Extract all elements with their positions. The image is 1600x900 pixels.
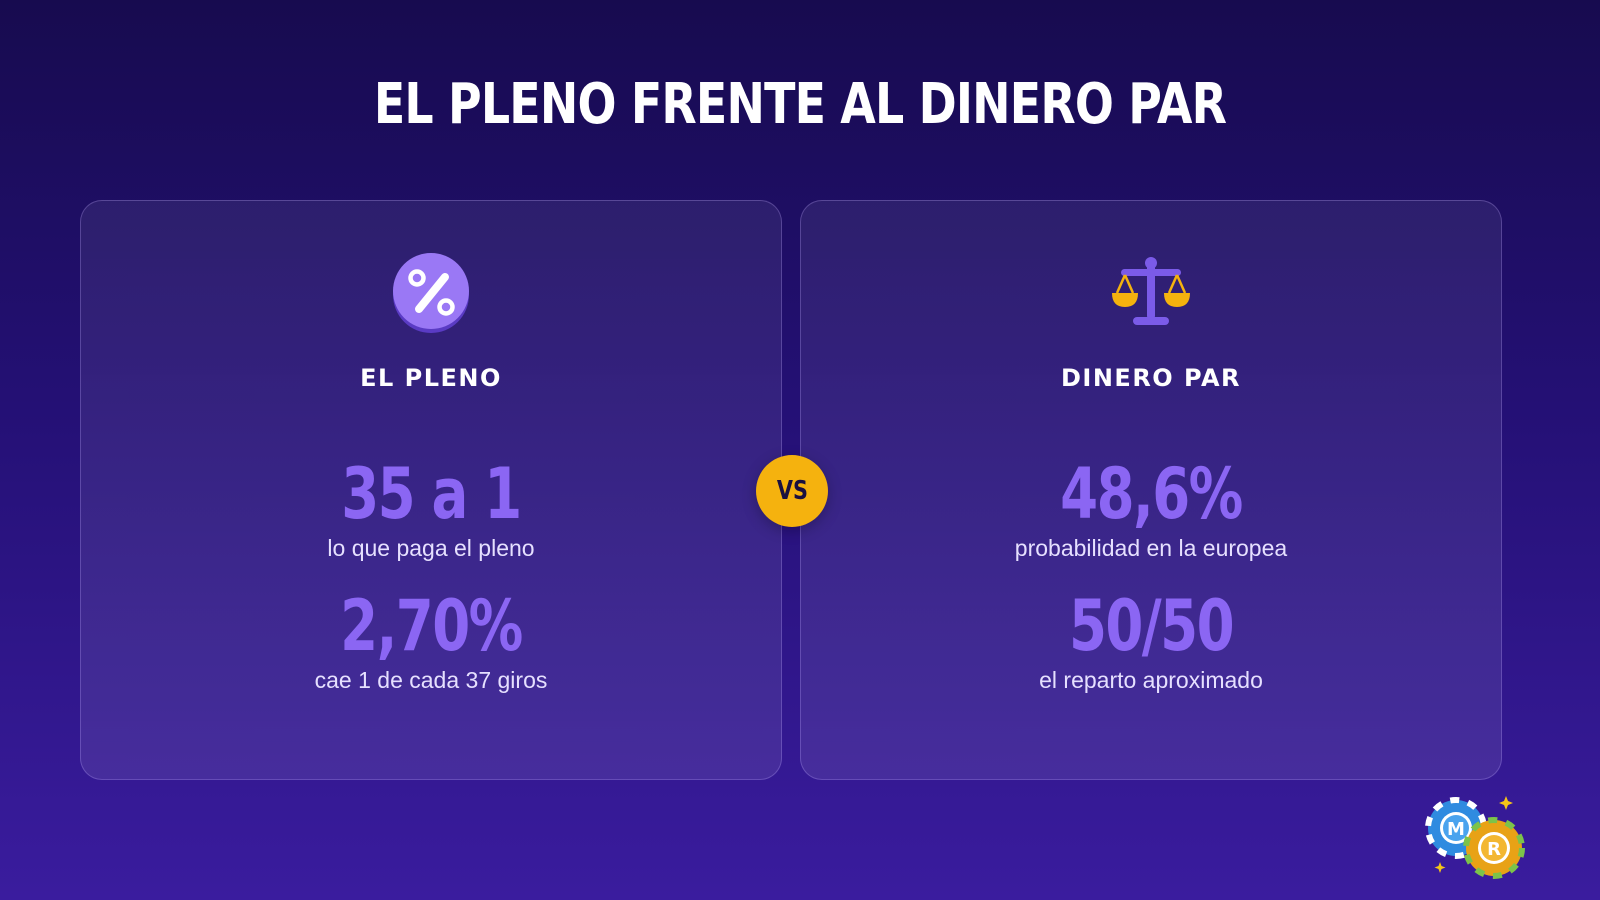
logo-letter-m: M	[1447, 819, 1465, 840]
dinero-par-probability-value: 48,6%	[1060, 453, 1243, 535]
page-title: EL PLENO FRENTE AL DINERO PAR	[373, 72, 1227, 137]
pleno-card: EL PLENO 35 a 1 lo que paga el pleno 2,7…	[80, 200, 782, 780]
dinero-par-split-value: 50/50	[1068, 585, 1235, 667]
balance-scale-icon	[1112, 257, 1190, 325]
logo-letter-r: R	[1487, 839, 1501, 860]
pleno-payout-value: 35 a 1	[341, 453, 522, 535]
pleno-label: EL PLENO	[360, 364, 502, 392]
dinero-par-label: DINERO PAR	[1060, 364, 1241, 392]
vs-badge: VS	[756, 455, 828, 527]
pleno-probability-value: 2,70%	[340, 585, 523, 667]
dinero-par-probability-description: probabilidad en la europea	[1014, 535, 1288, 561]
vs-label: VS	[776, 476, 808, 506]
pleno-payout-description: lo que paga el pleno	[327, 535, 535, 561]
casino-chips-logo-icon: M R	[1425, 796, 1525, 879]
dinero-par-card: DINERO PAR 48,6% probabilidad en la euro…	[800, 200, 1502, 780]
percent-icon	[393, 253, 469, 333]
pleno-probability-description: cae 1 de cada 37 giros	[314, 667, 548, 693]
dinero-par-split-description: el reparto aproximado	[1039, 667, 1263, 693]
